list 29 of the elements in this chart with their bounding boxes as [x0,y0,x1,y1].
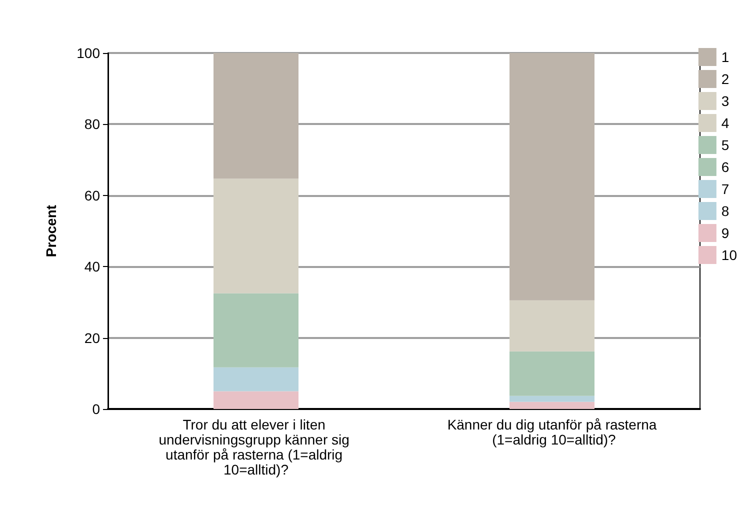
bar [214,178,298,294]
y-tick-label: 0 [92,401,100,417]
legend-label: 1 [721,49,730,65]
y-axis-title: Procent [43,204,59,258]
legend-label: 4 [721,115,730,131]
legend-label: 10 [721,247,738,263]
legend-label: 3 [721,93,730,109]
bar [214,293,298,368]
y-tick-label: 40 [84,258,100,275]
y-tick-label: 60 [84,187,100,204]
legend-label: 6 [721,159,730,175]
bar [510,351,594,396]
legend-label: 2 [721,71,730,87]
bar [510,402,594,409]
x-tick-label: Tror du att elever i liten undervisningsgrupp känner sig utanför på rasterna (1=aldrig 10=alltid)? [158,416,354,478]
legend-label: 5 [721,137,730,153]
legend-label: 9 [721,225,730,241]
bar [214,367,298,392]
y-tick-label: 80 [84,116,100,132]
legend-label: 8 [721,203,730,219]
x-tick-label: Känner du dig utanför på rasterna (1=aldrig 10=alltid)? [447,416,657,448]
bar [214,53,298,179]
legend-label: 7 [721,181,730,197]
bar [510,396,594,402]
bar [214,391,298,409]
y-tick-label: 20 [84,330,100,346]
y-tick-label: 100 [76,45,100,61]
bar [510,300,594,352]
bar [510,53,594,300]
